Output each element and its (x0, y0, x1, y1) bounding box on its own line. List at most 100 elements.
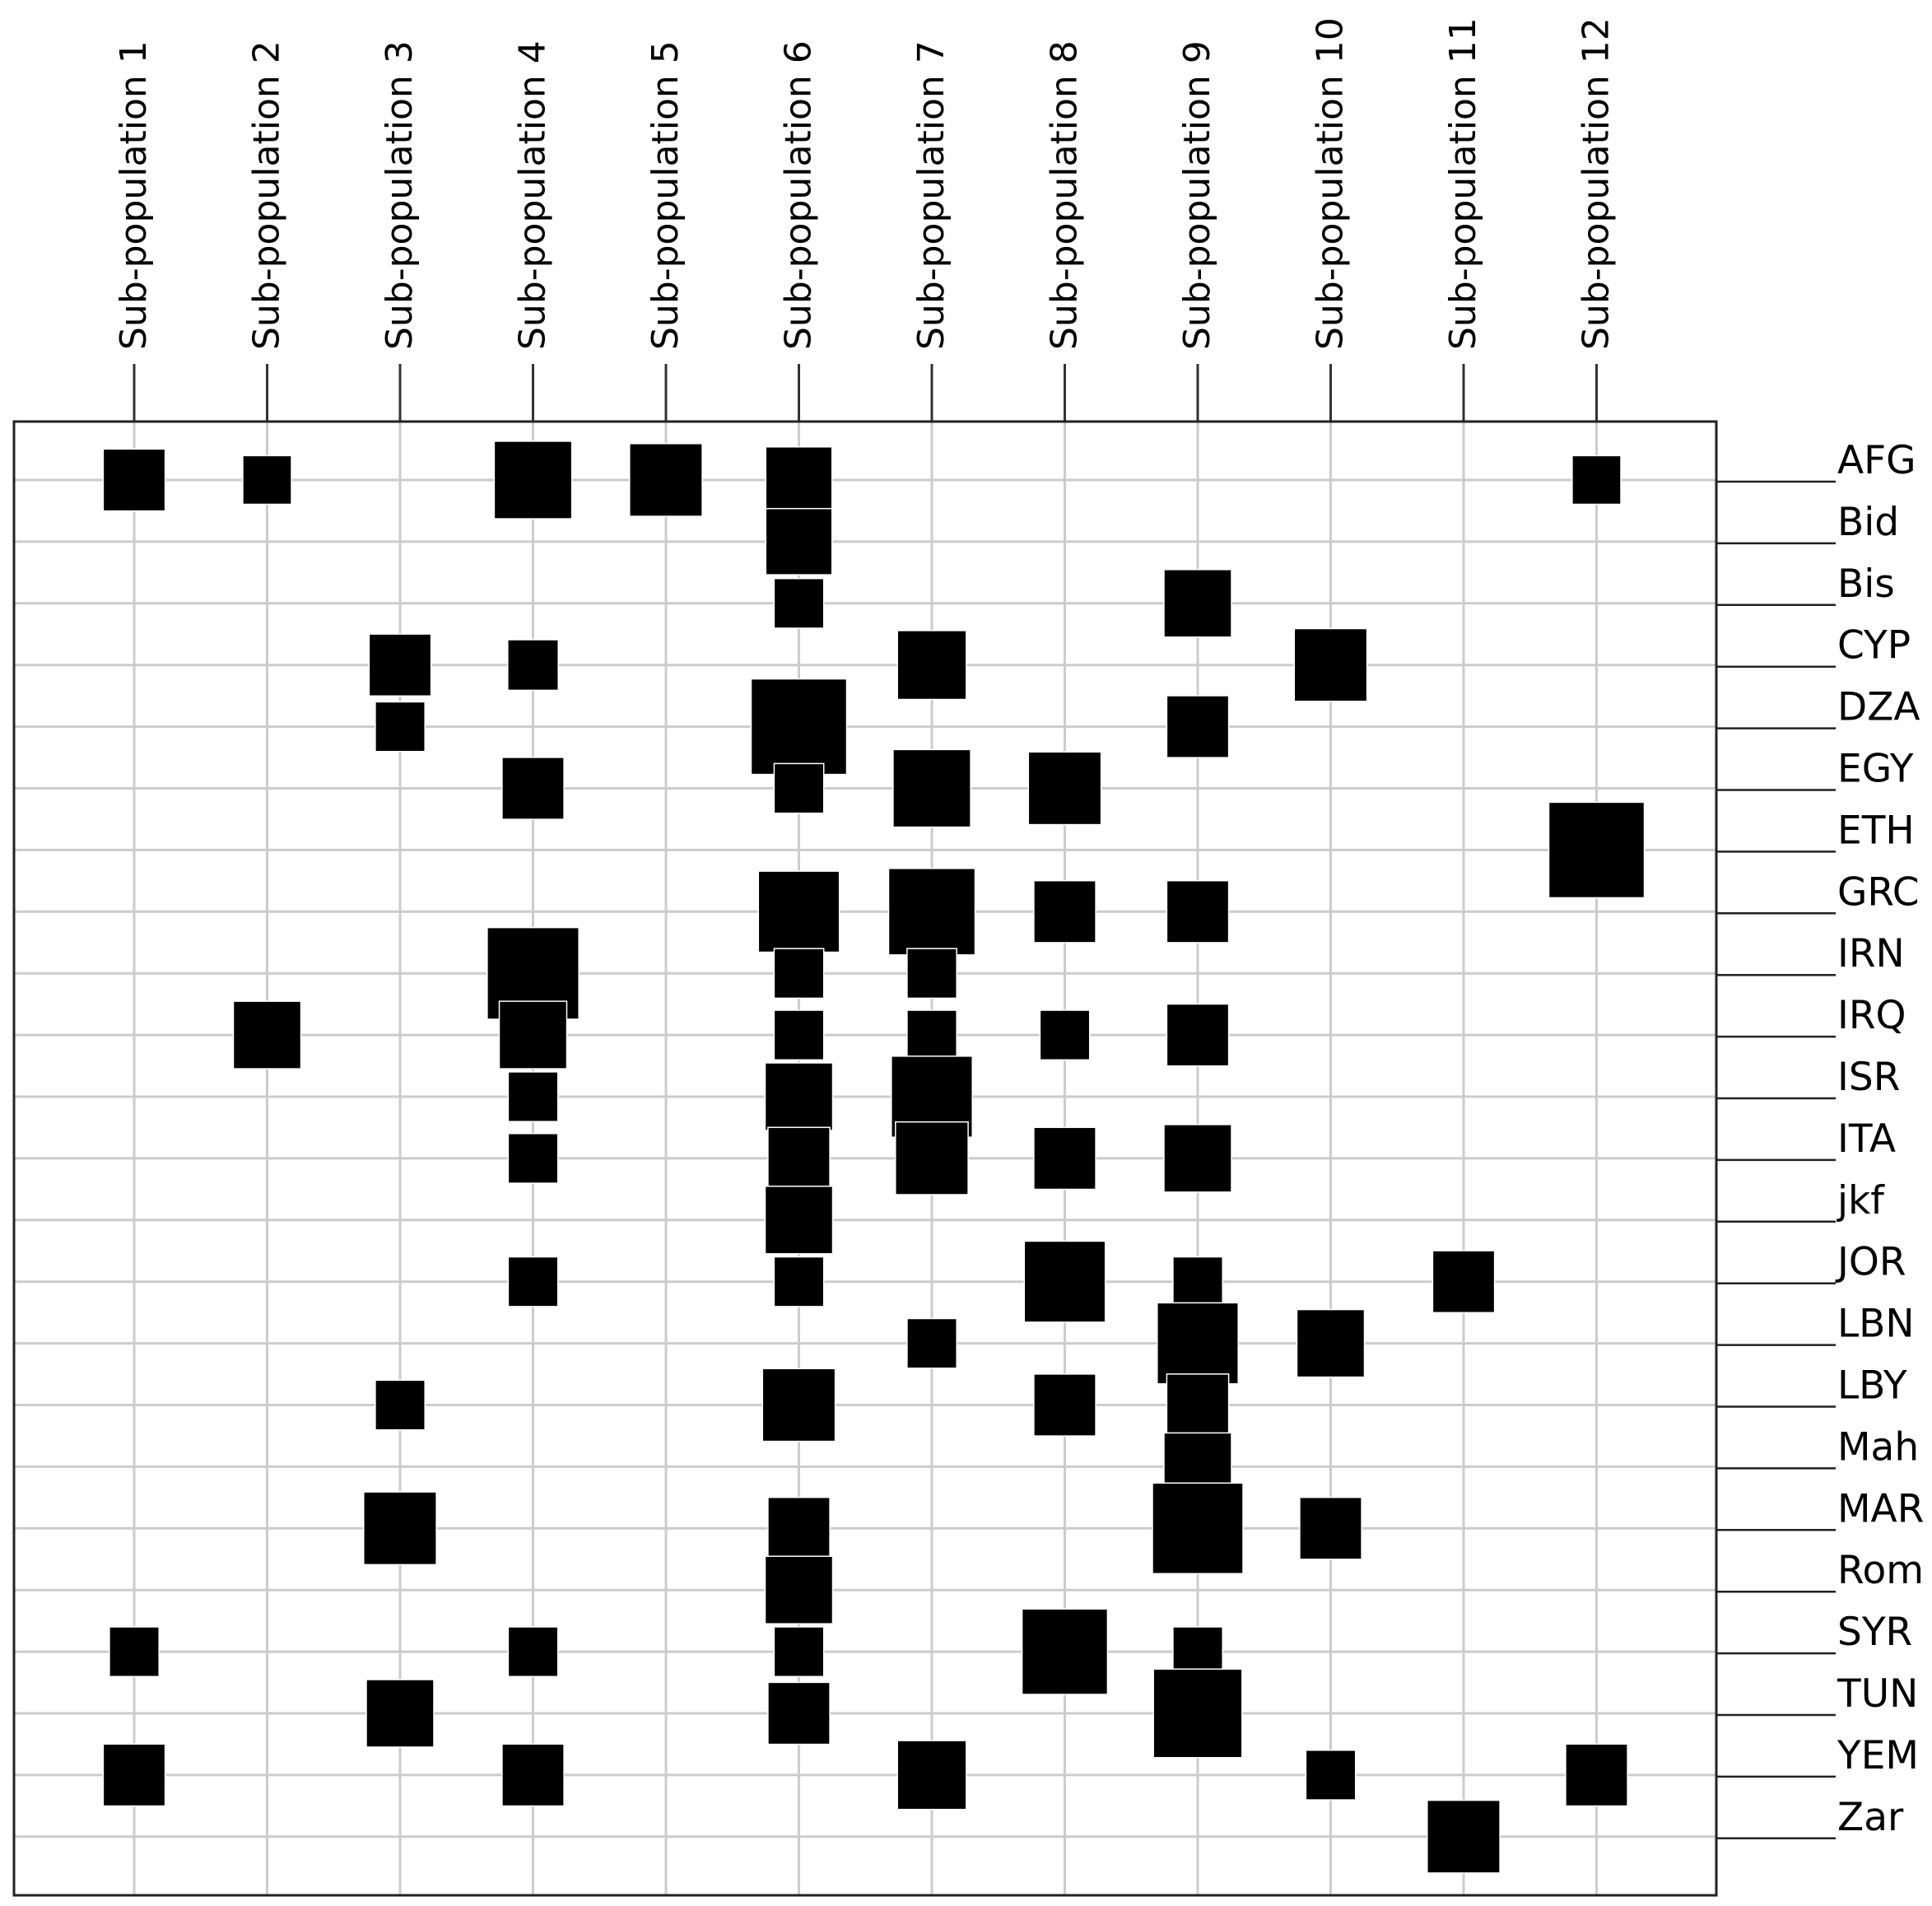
cell-lby-sub-population-3 (375, 1379, 426, 1431)
col-label-10: Sub-population 10 (1310, 17, 1352, 350)
col-label-2: Sub-population 2 (246, 40, 288, 350)
cell-yem-sub-population-10 (1305, 1750, 1357, 1801)
cell-yem-sub-population-7 (896, 1740, 967, 1810)
cell-irq-sub-population-6 (773, 1009, 825, 1061)
row-label-eth: ETH (1837, 808, 1915, 853)
cell-ita-sub-population-9 (1163, 1124, 1232, 1193)
row-label-rom: Rom (1837, 1548, 1924, 1593)
row-label-jkf: jkf (1837, 1178, 1885, 1223)
cell-mar-sub-population-9 (1152, 1482, 1244, 1575)
cell-dza-sub-population-9 (1166, 695, 1230, 758)
row-label-syr: SYR (1837, 1610, 1912, 1655)
row-label-zar: Zar (1837, 1795, 1904, 1840)
cell-mar-sub-population-10 (1299, 1496, 1362, 1560)
cell-irq-sub-population-8 (1039, 1009, 1091, 1061)
cell-lbn-sub-population-9 (1157, 1302, 1239, 1385)
cell-irq-sub-population-9 (1166, 1003, 1230, 1067)
cell-lbn-sub-population-10 (1296, 1308, 1366, 1378)
row-label-bis: Bis (1837, 562, 1895, 607)
cell-syr-sub-population-1 (109, 1626, 160, 1678)
row-label-cyp: CYP (1837, 623, 1911, 669)
cell-dza-sub-population-6 (750, 678, 848, 776)
row-label-lbn: LBN (1837, 1302, 1915, 1347)
cell-afg-sub-population-5 (629, 443, 703, 517)
cell-irq-sub-population-4 (498, 1000, 568, 1070)
cell-lby-sub-population-9 (1166, 1373, 1230, 1437)
cell-yem-sub-population-12 (1565, 1743, 1628, 1807)
cell-eth-sub-population-12 (1548, 801, 1646, 899)
col-label-11: Sub-population 11 (1442, 17, 1484, 350)
cell-egy-sub-population-4 (501, 757, 565, 820)
cell-bis-sub-population-6 (773, 577, 825, 629)
cell-lbn-sub-population-7 (906, 1317, 957, 1369)
cell-ita-sub-population-6 (767, 1126, 831, 1191)
cell-lby-sub-population-8 (1033, 1373, 1096, 1437)
row-label-grc: GRC (1837, 869, 1920, 915)
cell-irn-sub-population-7 (906, 948, 957, 1000)
cell-grc-sub-population-9 (1166, 879, 1230, 944)
cell-ita-sub-population-7 (895, 1121, 969, 1195)
row-label-tun: TUN (1837, 1671, 1918, 1717)
cell-syr-sub-population-9 (1172, 1626, 1223, 1678)
row-label-lby: LBY (1837, 1363, 1907, 1409)
cell-tun-sub-population-3 (365, 1679, 435, 1748)
row-label-mar: MAR (1837, 1486, 1924, 1531)
cell-syr-sub-population-4 (507, 1626, 559, 1678)
cell-egy-sub-population-8 (1027, 751, 1102, 826)
cell-isr-sub-population-6 (764, 1062, 834, 1131)
cell-jor-sub-population-6 (773, 1256, 825, 1307)
row-label-irn: IRN (1837, 931, 1905, 976)
row-label-isr: ISR (1837, 1055, 1900, 1100)
cell-irn-sub-population-6 (773, 948, 825, 1000)
cell-jor-sub-population-9 (1172, 1256, 1223, 1307)
col-label-8: Sub-population 8 (1044, 40, 1086, 350)
cell-cyp-sub-population-4 (507, 639, 559, 692)
cell-tun-sub-population-6 (767, 1681, 831, 1745)
cells (102, 440, 1646, 1874)
row-label-irq: IRQ (1837, 993, 1906, 1038)
row-label-bid: Bid (1837, 500, 1899, 545)
cell-syr-sub-population-6 (773, 1626, 825, 1678)
cell-tun-sub-population-9 (1152, 1668, 1243, 1759)
col-label-5: Sub-population 5 (645, 40, 687, 350)
col-label-6: Sub-population 6 (778, 40, 820, 350)
col-label-3: Sub-population 3 (379, 40, 421, 350)
cell-dza-sub-population-3 (375, 701, 426, 753)
cell-mar-sub-population-6 (767, 1496, 831, 1560)
cell-yem-sub-population-1 (102, 1743, 166, 1807)
row-label-mah: Mah (1837, 1424, 1919, 1470)
row-label-jor: JOR (1835, 1240, 1906, 1285)
cell-cyp-sub-population-3 (368, 633, 432, 697)
cell-grc-sub-population-8 (1033, 879, 1096, 944)
cell-jkf-sub-population-6 (764, 1186, 834, 1255)
cell-egy-sub-population-7 (892, 748, 971, 828)
cell-rom-sub-population-6 (764, 1555, 834, 1624)
column-labels: Sub-population 1 Sub-population 2 Sub-popu… (113, 17, 1618, 350)
cell-syr-sub-population-8 (1021, 1608, 1109, 1695)
row-label-dza: DZA (1837, 685, 1920, 730)
plot-frame (12, 420, 1718, 1897)
row-label-yem: YEM (1837, 1733, 1919, 1778)
col-label-12: Sub-population 12 (1576, 17, 1618, 350)
cell-ita-sub-population-4 (507, 1133, 559, 1184)
cell-afg-sub-population-4 (493, 440, 573, 520)
plot-border (12, 420, 1718, 1897)
cell-lby-sub-population-6 (761, 1368, 836, 1442)
cell-jor-sub-population-11 (1432, 1250, 1496, 1314)
cell-afg-sub-population-2 (242, 454, 292, 506)
cell-zar-sub-population-11 (1427, 1799, 1501, 1874)
cell-cyp-sub-population-10 (1293, 627, 1368, 702)
row-label-egy: EGY (1837, 747, 1914, 792)
cell-grc-sub-population-7 (887, 868, 976, 956)
cell-afg-sub-population-12 (1571, 454, 1622, 506)
row-label-afg: AFG (1837, 438, 1916, 483)
cell-ita-sub-population-8 (1033, 1126, 1096, 1191)
col-label-7: Sub-population 7 (910, 40, 952, 350)
cell-afg-sub-population-1 (102, 448, 166, 512)
cell-egy-sub-population-6 (773, 762, 825, 814)
col-label-1: Sub-population 1 (113, 40, 155, 350)
cell-bid-sub-population-6 (765, 507, 833, 576)
cell-isr-sub-population-4 (507, 1071, 559, 1122)
cell-bis-sub-population-9 (1163, 569, 1232, 638)
